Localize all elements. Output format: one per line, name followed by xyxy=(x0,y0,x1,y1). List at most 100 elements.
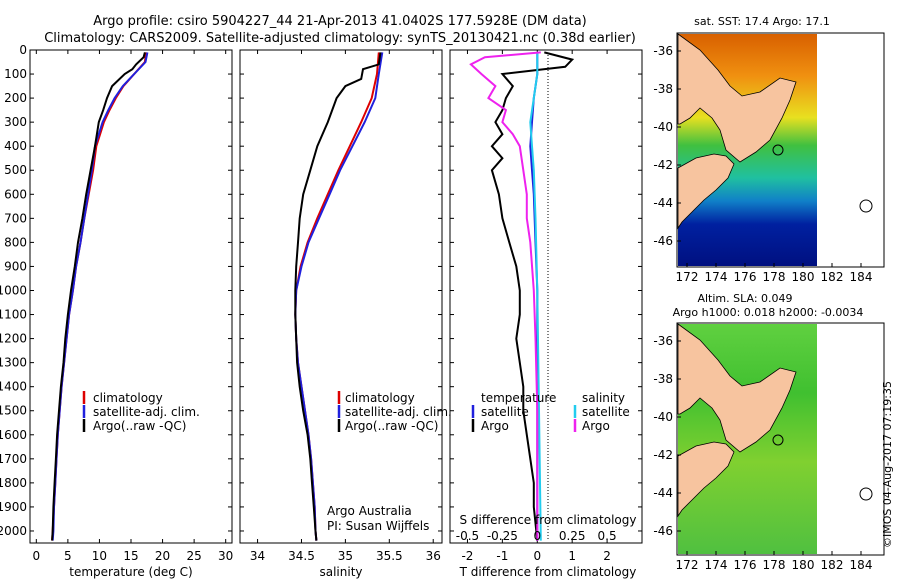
sst-map-title: sat. SST: 17.4 Argo: 17.1 xyxy=(694,15,830,28)
depth-tick-label: 1500 xyxy=(0,404,27,418)
x-tick-label: 1 xyxy=(568,549,576,563)
s-tick-label: 0 xyxy=(533,529,541,543)
x-tick-label: 15 xyxy=(123,549,138,563)
depth-tick-label: 900 xyxy=(4,259,27,273)
series-line-t-argo xyxy=(490,51,575,541)
header-line1: Argo profile: csiro 5904227_44 21-Apr-20… xyxy=(93,14,587,29)
x-tick-label: 0 xyxy=(533,549,541,563)
annotation-argo-australia: Argo Australia xyxy=(327,504,412,518)
argo-location-marker xyxy=(772,434,784,446)
depth-tick-label: 200 xyxy=(4,91,27,105)
imos-credit: ©IMOS 04-Aug-2017 07:19:35 xyxy=(881,381,894,548)
series-line-satellite-adj-clim- xyxy=(51,52,149,541)
difference-panel: -2 -1 0 1 2 S difference from climatology -0… xyxy=(449,49,643,579)
depth-axis-ticks: 0 100 200 300 400 500 600 700 800 900 1000 1100 1200… xyxy=(0,43,232,538)
depth-tick-label: 1700 xyxy=(0,452,27,466)
x-tick-label: 0 xyxy=(32,549,40,563)
sla-map-axis-ticks: 172 174 176 178 180 182 184 -36 -38 -40 -42 -44 -46 xyxy=(653,334,872,572)
difference-axes-frame xyxy=(449,49,643,544)
s-tick-label: -0.5 xyxy=(456,529,479,543)
x-tick-label: 2 xyxy=(603,549,611,563)
map-x-tick-label: 176 xyxy=(734,270,757,284)
map-y-tick-label: -40 xyxy=(653,120,673,134)
map-x-tick-label: 184 xyxy=(850,558,873,572)
header-line2: Climatology: CARS2009. Satellite-adjuste… xyxy=(44,31,636,46)
map-x-tick-label: 172 xyxy=(676,270,699,284)
map-y-tick-label: -38 xyxy=(653,82,673,96)
legend-label-satellite: satellite-adj. clim. xyxy=(93,405,200,419)
nz-north-island xyxy=(677,33,797,163)
map-x-tick-label: 184 xyxy=(850,270,873,284)
map-x-tick-label: 182 xyxy=(821,270,844,284)
x-tick-label: 35.5 xyxy=(376,549,403,563)
nz-south-island xyxy=(677,441,735,518)
depth-tick-label: 1600 xyxy=(0,428,27,442)
x-tick-label: 30 xyxy=(218,549,233,563)
legend-label-climatology: climatology xyxy=(345,391,415,405)
x-tick-label: -2 xyxy=(461,549,473,563)
series-line-argo-raw-qc- xyxy=(51,52,146,541)
s-tick-label: -0.25 xyxy=(487,529,518,543)
difference-axis-ticks: -2 -1 0 1 2 xyxy=(461,50,611,563)
depth-tick-label: 500 xyxy=(4,163,27,177)
legend-label-argo: Argo(..raw -QC) xyxy=(93,419,186,433)
depth-tick-label: 2000 xyxy=(0,524,27,538)
depth-tick-label: 800 xyxy=(4,235,27,249)
depth-tick-label: 1800 xyxy=(0,476,27,490)
difference-legend: satellite temperature satellite Argo sal… xyxy=(471,391,630,433)
depth-tick-label: 1300 xyxy=(0,356,27,370)
x-tick-label: 5 xyxy=(64,549,72,563)
nz-north-island xyxy=(677,323,797,453)
sst-map: sat. SST: 17.4 Argo: 17.1 172 174 176 178 18… xyxy=(653,15,885,284)
salinity-panel: 34 34.5 35 35.5 36 salinity climatology sate… xyxy=(239,49,452,579)
temperature-axes-frame xyxy=(29,49,233,544)
depth-tick-label: 1200 xyxy=(0,332,27,346)
depth-tick-label: 600 xyxy=(4,187,27,201)
series-line-s-satellite xyxy=(529,52,542,541)
x-tick-label: 20 xyxy=(155,549,170,563)
x-tick-label: 25 xyxy=(186,549,201,563)
x-tick-label: 34 xyxy=(250,549,265,563)
difference-depth-ticks xyxy=(450,49,642,532)
legend-salinity-title: salinity xyxy=(582,391,625,405)
salinity-depth-ticks xyxy=(240,49,442,532)
t-diff-label: T difference from climatology xyxy=(459,565,637,579)
sst-map-axis-ticks: 172 174 176 178 180 182 184 -36 -38 -40 -42 -44 -46 xyxy=(653,44,872,284)
series-line-climatology xyxy=(294,52,380,541)
salinity-profiles xyxy=(294,52,384,541)
sla-map: Altim. SLA: 0.049 Argo h1000: 0.018 h200… xyxy=(653,292,885,572)
depth-tick-label: 100 xyxy=(4,67,27,81)
map-y-tick-label: -42 xyxy=(653,158,673,172)
map-x-tick-label: 180 xyxy=(792,558,815,572)
sla-map-title-line1: Altim. SLA: 0.049 xyxy=(697,292,792,305)
temperature-profiles xyxy=(51,52,149,541)
map-y-tick-label: -46 xyxy=(653,234,673,248)
legend-label-climatology: climatology xyxy=(93,391,163,405)
salinity-axes-frame xyxy=(239,49,443,544)
series-line-s-argo xyxy=(469,51,541,541)
depth-tick-label: 1900 xyxy=(0,500,27,514)
map-x-tick-label: 174 xyxy=(705,558,728,572)
legend-label-satellite: satellite-adj. clim. xyxy=(345,405,452,419)
map-y-tick-label: -44 xyxy=(653,486,673,500)
salinity-axis-ticks: 34 34.5 35 35.5 36 xyxy=(250,50,441,563)
x-tick-label: 35 xyxy=(338,549,353,563)
salinity-xlabel: salinity xyxy=(319,565,362,579)
difference-profiles xyxy=(469,51,575,541)
temperature-axis-ticks: 0 5 10 15 20 25 30 xyxy=(32,50,233,563)
map-x-tick-label: 178 xyxy=(763,270,786,284)
series-line-satellite-adj-clim- xyxy=(294,52,384,541)
depth-tick-label: 700 xyxy=(4,211,27,225)
temperature-panel: 0100200300400500600700800900100011001200… xyxy=(0,43,233,579)
depth-tick-label: 0 xyxy=(19,43,27,57)
map-x-tick-label: 178 xyxy=(763,558,786,572)
x-tick-label: 10 xyxy=(92,549,107,563)
map-y-tick-label: -38 xyxy=(653,372,673,386)
map-y-tick-label: -40 xyxy=(653,410,673,424)
legend-label-s-argo: Argo xyxy=(582,419,610,433)
chatham-island xyxy=(859,199,873,213)
depth-tick-label: 1400 xyxy=(0,380,27,394)
map-x-tick-label: 176 xyxy=(734,558,757,572)
s-diff-label: S difference from climatology xyxy=(460,513,637,527)
legend-label-t-argo: Argo xyxy=(481,419,509,433)
